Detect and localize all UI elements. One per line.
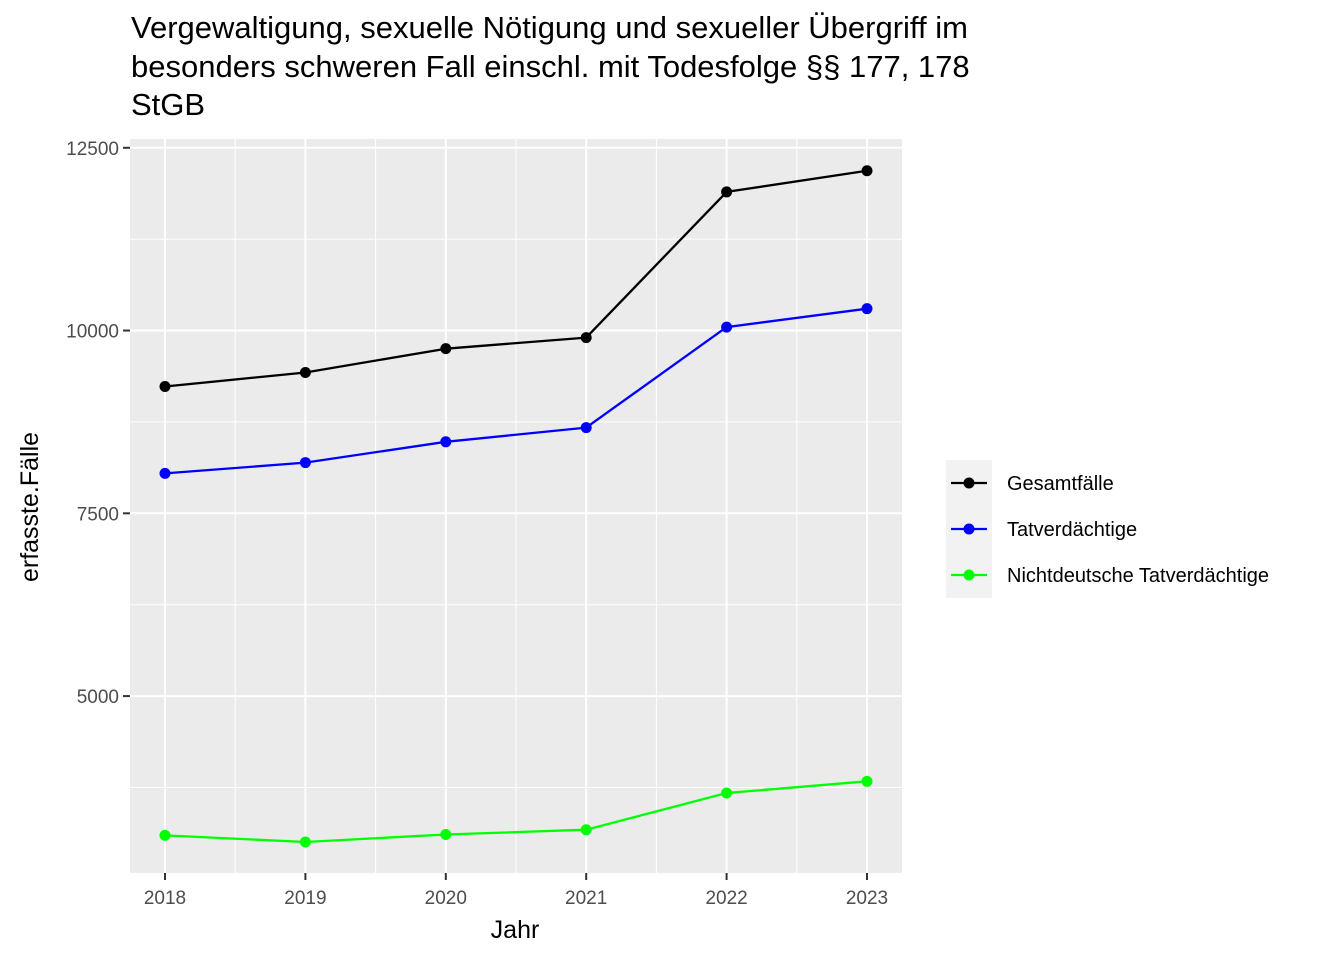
legend-label: Nichtdeutsche Tatverdächtige xyxy=(1007,565,1269,587)
y-axis: 5000 7500 10000 12500 xyxy=(66,139,130,708)
chart-title-line-3: StGB xyxy=(131,87,205,122)
data-point xyxy=(299,367,311,379)
data-point xyxy=(159,829,171,841)
data-point xyxy=(861,165,873,177)
major-gridlines xyxy=(130,139,902,873)
data-point xyxy=(580,422,592,434)
y-tick-label: 7500 xyxy=(77,504,119,525)
x-tick-label: 2018 xyxy=(144,888,186,909)
y-tick-label: 12500 xyxy=(66,139,119,160)
series-points xyxy=(159,165,873,848)
data-point xyxy=(721,321,733,333)
y-tick-label: 5000 xyxy=(77,687,119,708)
data-point xyxy=(861,775,873,787)
x-tick-label: 2022 xyxy=(705,888,747,909)
x-tick-label: 2020 xyxy=(425,888,467,909)
series-line-1 xyxy=(164,169,868,388)
series-line-3 xyxy=(164,780,868,844)
x-tick-label: 2023 xyxy=(846,888,888,909)
x-axis: 2018 2019 2020 2021 2022 2023 xyxy=(144,873,888,909)
chart-title-line-2: besonders schweren Fall einschl. mit Tod… xyxy=(131,49,970,84)
data-point xyxy=(721,186,733,198)
data-point xyxy=(440,343,452,355)
legend-label: Tatverdächtige xyxy=(1007,519,1137,541)
data-point xyxy=(721,787,733,799)
series-lines xyxy=(164,169,868,844)
legend-key-point xyxy=(963,477,975,489)
minor-gridlines xyxy=(130,139,902,873)
legend-label: Gesamtfälle xyxy=(1007,473,1114,495)
data-point xyxy=(299,457,311,469)
y-axis-title: erfasste.Fälle xyxy=(16,432,44,582)
data-point xyxy=(861,303,873,315)
series-line-2 xyxy=(164,307,868,475)
x-tick-label: 2019 xyxy=(284,888,326,909)
legend-key-point xyxy=(963,569,975,581)
data-point xyxy=(440,828,452,840)
data-point xyxy=(580,824,592,836)
legend: Gesamtfälle Tatverdächtige Nichtdeutsche T… xyxy=(946,460,1269,598)
legend-key-point xyxy=(963,523,975,535)
data-point xyxy=(159,381,171,393)
chart-title: Vergewaltigung, sexuelle Nötigung und se… xyxy=(131,10,970,122)
y-tick-label: 10000 xyxy=(66,322,119,343)
chart-title-line-1: Vergewaltigung, sexuelle Nötigung und se… xyxy=(131,10,968,45)
data-point xyxy=(159,467,171,479)
data-point xyxy=(580,332,592,344)
x-axis-title: Jahr xyxy=(491,916,540,944)
data-point xyxy=(440,436,452,448)
x-tick-label: 2021 xyxy=(565,888,607,909)
data-point xyxy=(299,836,311,848)
